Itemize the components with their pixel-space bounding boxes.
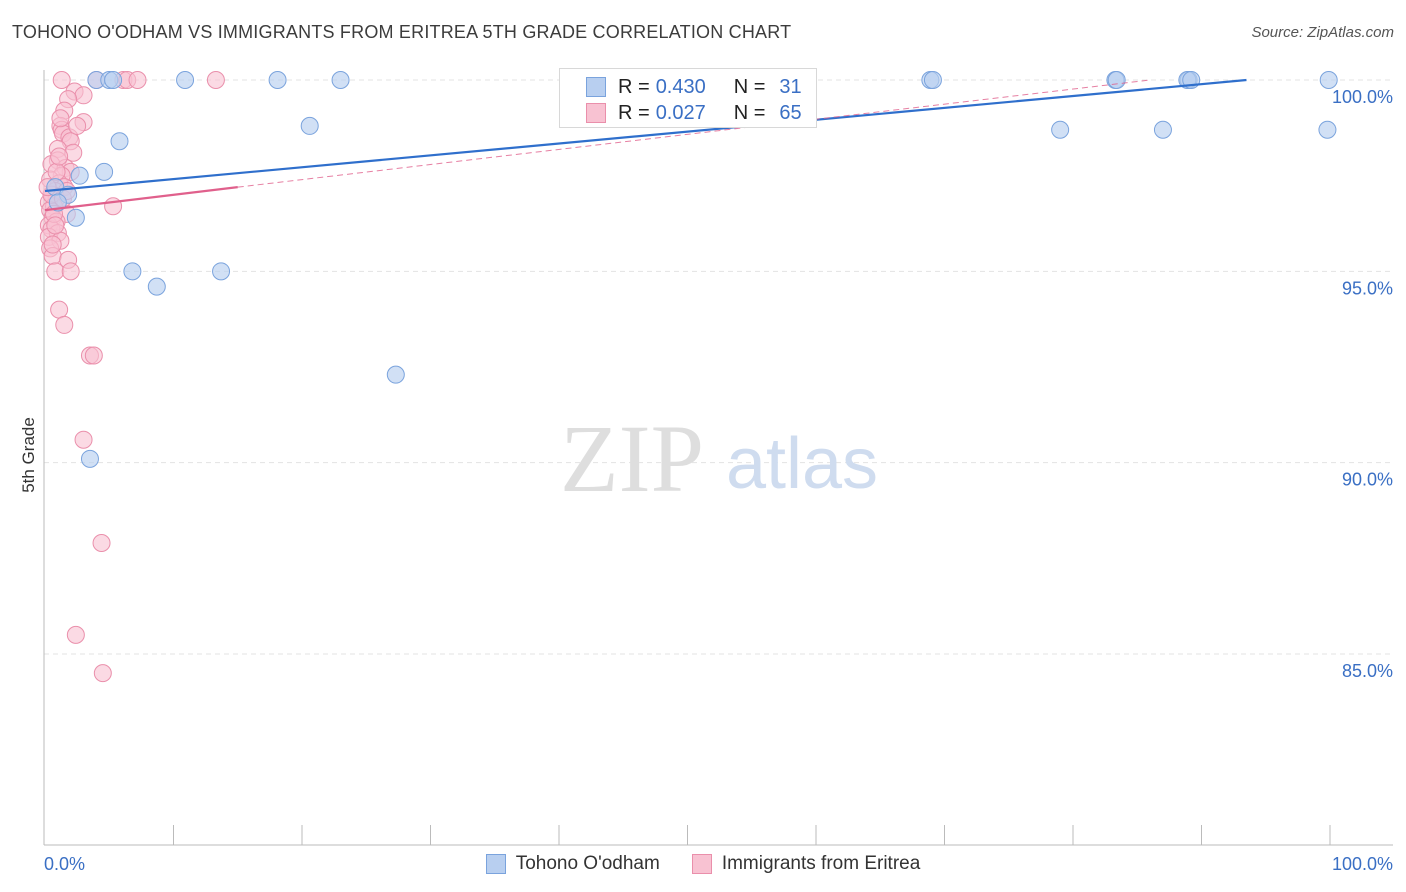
legend-n-value: 31: [779, 75, 802, 98]
legend-n-value: 65: [779, 101, 802, 124]
legend-item-eritrea[interactable]: Immigrants from Eritrea: [691, 853, 921, 875]
data-point-tohono: [123, 262, 142, 281]
data-point-eritrea: [43, 235, 62, 254]
source-credit: Source: ZipAtlas.com: [1251, 24, 1394, 41]
chart-title: TOHONO O'ODHAM VS IMMIGRANTS FROM ERITRE…: [12, 22, 792, 42]
series-legend: Tohono O'odham Immigrants from Eritrea: [0, 851, 1406, 877]
data-point-tohono: [1051, 120, 1070, 139]
data-point-tohono: [331, 71, 350, 89]
data-point-tohono: [1153, 120, 1172, 139]
legend-r-label: R =: [618, 75, 650, 98]
y-axis-label: 5th Grade: [19, 417, 38, 493]
data-point-tohono: [110, 132, 129, 151]
data-point-tohono: [48, 193, 67, 212]
data-point-eritrea: [61, 262, 80, 281]
legend-r-value: 0.430: [655, 75, 706, 98]
y-tick-labels: 100.0% 95.0% 90.0% 85.0%: [1332, 87, 1393, 681]
legend-item-tohono[interactable]: Tohono O'odham: [485, 853, 660, 875]
data-point-eritrea: [51, 109, 70, 128]
watermark: ZIP atlas: [560, 405, 878, 512]
data-point-eritrea: [74, 86, 93, 105]
data-point-tohono: [1319, 71, 1338, 89]
data-point-eritrea: [206, 71, 225, 89]
data-point-eritrea: [68, 116, 87, 135]
y-tick-label: 95.0%: [1342, 278, 1393, 298]
data-point-tohono: [176, 71, 195, 89]
data-point-tohono: [104, 71, 123, 89]
data-point-eritrea: [84, 346, 103, 365]
data-point-tohono: [1318, 120, 1337, 139]
data-point-tohono: [300, 116, 319, 135]
data-point-eritrea: [50, 147, 69, 166]
watermark-atlas: atlas: [726, 424, 878, 504]
legend-n-label: N =: [733, 75, 766, 98]
data-point-eritrea: [92, 534, 111, 553]
data-point-eritrea: [46, 262, 65, 281]
data-point-eritrea: [128, 71, 147, 89]
trend-lines: [44, 78, 1247, 212]
y-tick-label: 85.0%: [1342, 661, 1393, 681]
data-point-eritrea: [66, 625, 85, 644]
data-point-eritrea: [46, 216, 65, 235]
legend-swatch-pink: [586, 103, 606, 123]
legend-r-label: R =: [618, 101, 650, 124]
grid-lines: [44, 79, 1393, 655]
watermark-zip: ZIP: [560, 405, 704, 512]
data-point-eritrea: [50, 300, 69, 319]
legend-label-eritrea: Immigrants from Eritrea: [721, 853, 921, 874]
data-point-eritrea: [47, 162, 66, 181]
data-point-eritrea: [74, 430, 93, 449]
legend-r-value: 0.027: [655, 101, 706, 124]
legend-swatch-blue: [485, 854, 506, 874]
legend-label-tohono: Tohono O'odham: [515, 853, 660, 874]
data-point-tohono: [1107, 71, 1126, 89]
data-point-tohono: [95, 162, 114, 181]
legend-swatch-blue: [586, 77, 606, 97]
x-tick-label: 100.0%: [1332, 854, 1393, 874]
data-point-eritrea: [55, 315, 74, 334]
series-eritrea-points: [38, 71, 225, 683]
correlation-legend: R = 0.430 N = 31 R = 0.027 N = 65: [559, 68, 817, 128]
trend-line-eritrea: [44, 186, 238, 212]
legend-swatch-pink: [691, 854, 712, 874]
trend-line-eritrea-extension: [237, 79, 1151, 188]
data-point-tohono: [923, 71, 942, 89]
axes: [43, 70, 1393, 846]
legend-row-eritrea: R = 0.027 N = 65: [586, 100, 802, 126]
y-tick-label: 90.0%: [1342, 470, 1393, 490]
trend-line-tohono: [44, 78, 1247, 193]
legend-row-tohono: R = 0.430 N = 31: [586, 74, 802, 100]
data-point-eritrea: [52, 71, 71, 89]
legend-n-label: N =: [733, 101, 766, 124]
x-tick-labels: 0.0% 100.0%: [44, 854, 1393, 874]
data-point-tohono: [147, 277, 166, 296]
y-tick-label: 100.0%: [1332, 87, 1393, 107]
data-point-tohono: [80, 449, 99, 468]
data-point-eritrea: [93, 664, 112, 683]
data-point-tohono: [386, 365, 405, 384]
x-tick-label: 0.0%: [44, 854, 85, 874]
data-point-tohono: [212, 262, 231, 281]
data-point-tohono: [268, 71, 287, 89]
data-point-tohono: [66, 208, 85, 227]
data-point-tohono: [70, 166, 89, 185]
